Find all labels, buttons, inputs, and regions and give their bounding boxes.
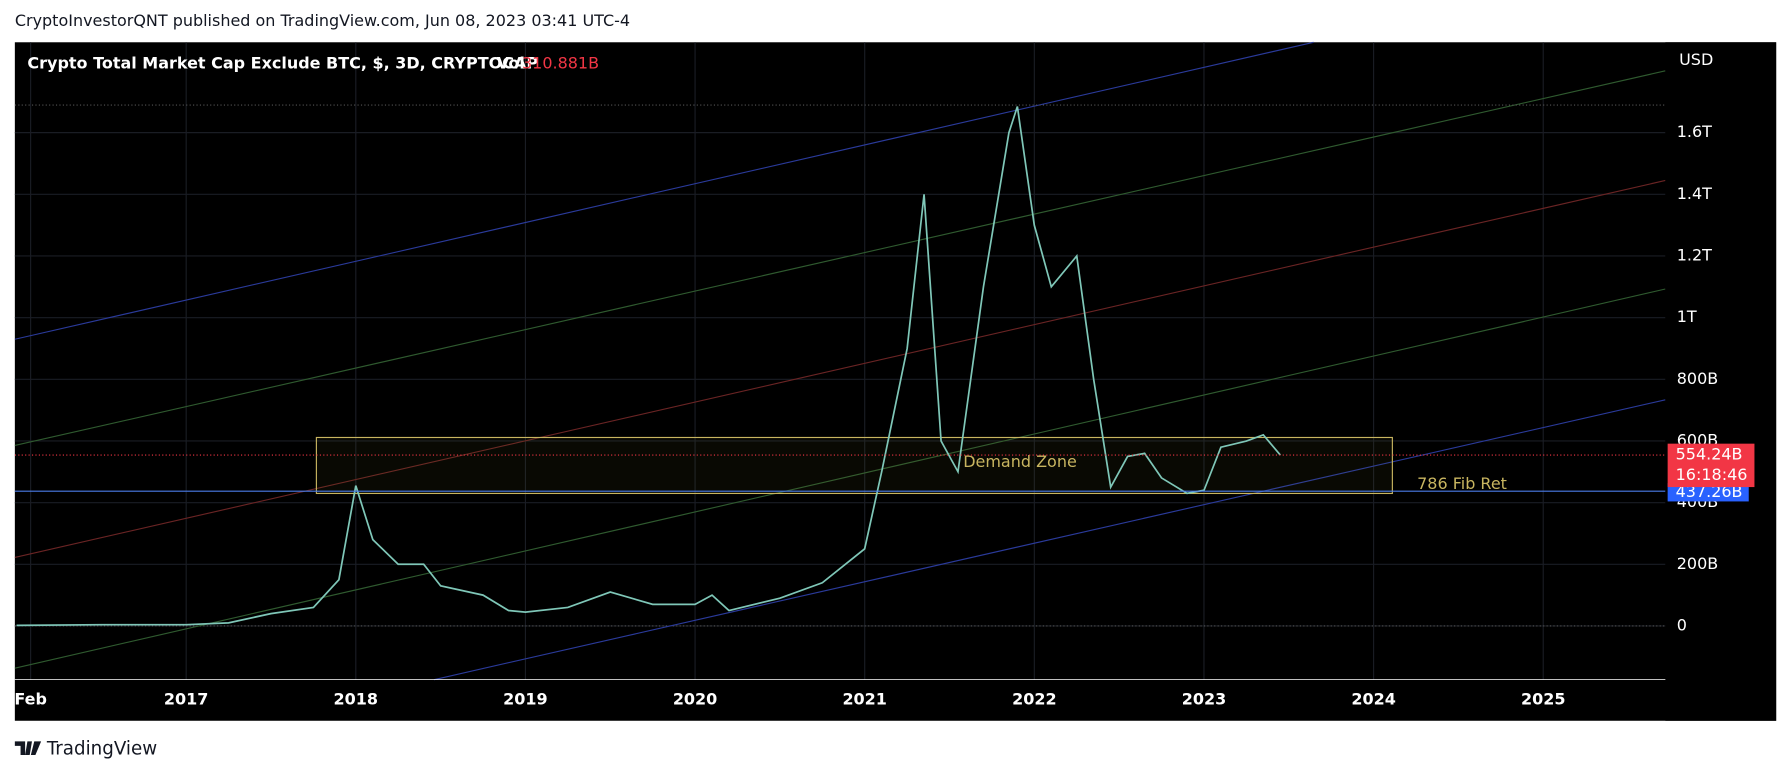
volume-value: 310.881B [522,53,599,72]
x-tick-label: Feb [14,690,47,709]
channel-line [14,70,1666,447]
volume-label: Vol [497,53,525,72]
channel-line [14,41,1314,340]
x-tick-label: 2018 [334,690,379,709]
header-text: CryptoInvestorQNT published on TradingVi… [15,11,630,30]
annotation: Demand Zone [963,452,1077,471]
annotation: 786 Fib Ret [1417,474,1507,493]
y-tick-label: 800B [1677,369,1718,388]
y-tick-label: 0 [1677,615,1687,634]
y-tick-label: 1.4T [1677,184,1712,203]
footer-logo: TradingView [14,738,157,759]
chart-title: Crypto Total Market Cap Exclude BTC, $, … [27,53,538,72]
series [14,106,1666,627]
chart-area [14,42,1777,721]
grid [14,42,1666,680]
channel-line [433,399,1666,681]
x-tick-label: 2024 [1351,690,1396,709]
y-tick-label: 1T [1677,307,1697,326]
price-label-box [1667,443,1755,488]
logo-mark [14,741,42,756]
x-tick-label: 2022 [1012,690,1057,709]
currency: USD [1679,50,1713,69]
y-tick-label: 200B [1677,554,1718,573]
y-tick-label: 1.2T [1677,245,1712,264]
x-tick-label: 2025 [1521,690,1566,709]
channel-line [14,179,1666,558]
demand-zone [315,436,1393,495]
countdown: 16:18:46 [1676,465,1748,484]
support-label-box [1667,483,1749,502]
price-axis [1665,42,1777,721]
x-tick-label: 2019 [503,690,547,709]
x-tick-label: 2023 [1182,690,1227,709]
channel-line [14,288,1666,669]
channels [14,41,1666,681]
x-tick-label: 2021 [842,690,887,709]
price-label: 554.24B [1676,445,1743,464]
y-tick-label: 1.6T [1677,122,1712,141]
x-tick-label: 2017 [164,690,209,709]
footer-brand: TradingView [46,738,157,759]
x-tick-label: 2020 [673,690,718,709]
